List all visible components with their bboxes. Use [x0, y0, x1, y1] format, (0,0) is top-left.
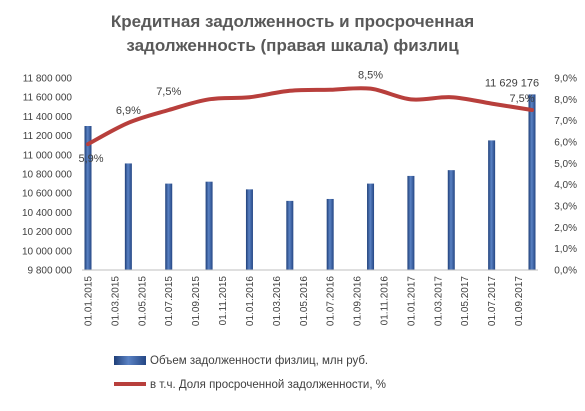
bar [84, 126, 92, 270]
y-left-tick-label: 11 200 000 [23, 131, 73, 142]
x-tick-label: 01.05.2015 [137, 276, 148, 326]
x-tick-label: 01.07.2015 [164, 276, 175, 326]
y-left-tick-label: 11 800 000 [23, 74, 73, 85]
y-axis-left: 9 800 000 10 000 000 10 200 000 10 400 000 1… [22, 74, 72, 277]
x-tick-label: 01.01.2017 [406, 276, 417, 326]
chart-title-line-2: задолженность (правая шкала) физлиц [126, 36, 459, 55]
bar [165, 183, 173, 270]
x-tick-label: 01.01.2016 [245, 276, 256, 326]
y-right-tick-label: 5,0% [554, 159, 577, 170]
y-right-tick-label: 0,0% [554, 266, 577, 277]
legend-bar-swatch [114, 356, 146, 365]
legend-label: в т.ч. Доля просроченной задолженности, … [150, 379, 386, 391]
bar [407, 175, 415, 270]
x-tick-label: 01.07.2017 [487, 276, 498, 326]
legend-label: Объем задолженности физлиц, млн руб. [150, 355, 368, 367]
x-tick-label: 01.05.2016 [299, 276, 310, 326]
y-left-tick-label: 10 400 000 [22, 208, 72, 219]
x-tick-label: 01.09.2017 [514, 276, 525, 326]
y-right-tick-label: 3,0% [554, 202, 577, 213]
x-tick-label: 01.09.2016 [353, 276, 364, 326]
bar [447, 170, 455, 270]
data-labels: 5,9% 6,9% 7,5% 8,5% 7,5% 11 629 176 [78, 70, 539, 165]
bar [528, 94, 536, 270]
y-right-tick-label: 4,0% [554, 180, 577, 191]
bar [367, 183, 375, 270]
line-path [86, 86, 534, 147]
x-tick-label: 01.01.2015 [84, 276, 95, 326]
y-right-tick-label: 1,0% [554, 244, 577, 255]
bar [326, 198, 334, 270]
x-tick-label: 01.11.2016 [380, 276, 391, 326]
chart-title: Кредитная задолженность и просроченная з… [0, 10, 585, 58]
bar [205, 181, 213, 270]
data-label: 5,9% [78, 153, 103, 165]
data-label: 7,5% [156, 86, 181, 98]
y-right-tick-label: 7,0% [554, 116, 577, 127]
y-left-tick-label: 11 400 000 [23, 112, 73, 123]
bar [124, 163, 132, 270]
y-right-tick-label: 6,0% [554, 138, 577, 149]
y-left-tick-label: 10 600 000 [22, 189, 72, 200]
data-label: 11 629 176 [485, 77, 539, 89]
legend: Объем задолженности физлиц, млн руб. в т.… [114, 355, 386, 391]
y-left-tick-label: 10 800 000 [22, 170, 72, 181]
y-axis-right: 0,0% 1,0% 2,0% 3,0% 4,0% 5,0% 6,0% 7,0% 8,0% 9,0% [554, 74, 577, 277]
y-right-tick-label: 2,0% [554, 223, 577, 234]
x-tick-label: 01.03.2015 [110, 276, 121, 326]
x-tick-label: 01.07.2016 [326, 276, 337, 326]
chart-title-line-1: Кредитная задолженность и просроченная [110, 12, 475, 31]
bar-series [84, 94, 536, 270]
x-axis: 01.01.2015 01.03.2015 01.05.2015 01.07.2015… [82, 269, 538, 326]
x-tick-label: 01.05.2017 [460, 276, 471, 326]
bar [488, 140, 496, 270]
x-tick-label: 01.11.2015 [218, 276, 229, 326]
bar [286, 200, 294, 270]
data-label: 8,5% [358, 70, 383, 82]
y-left-tick-label: 11 600 000 [23, 93, 73, 104]
x-tick-label: 01.03.2017 [433, 276, 444, 326]
y-left-tick-label: 11 000 000 [23, 150, 73, 161]
line-series [86, 86, 534, 147]
x-tick-label: 01.09.2015 [191, 276, 202, 326]
bar [245, 189, 253, 270]
y-left-tick-label: 10 000 000 [22, 246, 72, 257]
y-left-tick-label: 10 200 000 [22, 227, 72, 238]
y-right-tick-label: 9,0% [554, 74, 577, 85]
data-label: 6,9% [116, 105, 141, 117]
x-tick-label: 01.03.2016 [272, 276, 283, 326]
y-left-tick-label: 9 800 000 [28, 266, 73, 277]
data-label: 7,5% [509, 93, 534, 105]
y-right-tick-label: 8,0% [554, 95, 577, 106]
